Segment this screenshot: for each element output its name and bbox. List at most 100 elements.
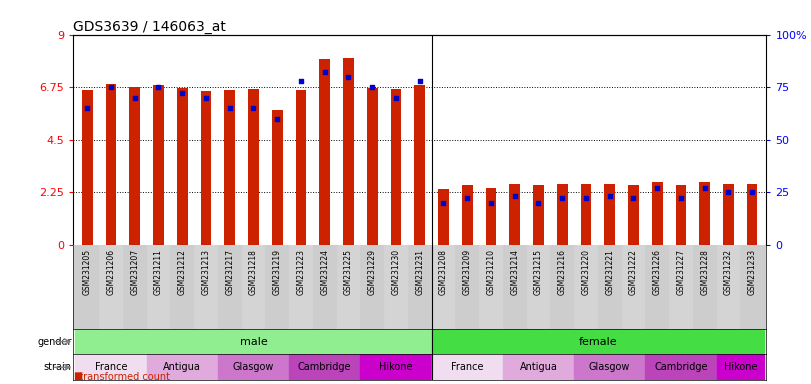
Bar <box>628 185 639 245</box>
Bar <box>170 245 194 329</box>
Text: transformed count: transformed count <box>73 372 170 382</box>
Text: GSM231209: GSM231209 <box>463 249 472 295</box>
Bar <box>676 185 686 245</box>
Text: GSM231212: GSM231212 <box>178 249 187 295</box>
Bar <box>747 184 757 245</box>
Bar <box>455 245 479 329</box>
Bar <box>669 245 693 329</box>
Text: GSM231226: GSM231226 <box>653 249 662 295</box>
Point <box>389 94 402 101</box>
Point <box>271 116 284 122</box>
Bar <box>313 245 337 329</box>
Point <box>342 73 355 79</box>
Point <box>603 193 616 199</box>
Bar <box>408 245 431 329</box>
Text: male: male <box>239 337 268 347</box>
Bar <box>526 245 551 329</box>
Bar <box>486 188 496 245</box>
Bar <box>296 90 307 245</box>
Text: Cambridge: Cambridge <box>298 362 351 372</box>
Bar <box>557 184 568 245</box>
Bar <box>218 354 289 380</box>
Text: Antigua: Antigua <box>163 362 201 372</box>
Bar <box>147 354 218 380</box>
Point <box>722 189 735 195</box>
Bar <box>384 245 408 329</box>
Text: GSM231210: GSM231210 <box>487 249 496 295</box>
Bar <box>248 89 259 245</box>
Text: GSM231221: GSM231221 <box>605 249 614 295</box>
Bar <box>604 184 615 245</box>
Bar <box>509 184 520 245</box>
Text: GSM231214: GSM231214 <box>510 249 519 295</box>
Bar <box>581 184 591 245</box>
Bar <box>574 245 598 329</box>
Bar <box>431 245 455 329</box>
Bar <box>723 184 734 245</box>
Point <box>200 94 212 101</box>
Point <box>556 195 569 202</box>
Point <box>508 193 521 199</box>
Point <box>579 195 592 202</box>
Text: Hikone: Hikone <box>380 362 413 372</box>
Bar <box>533 185 543 245</box>
Bar <box>367 88 378 245</box>
Point <box>152 84 165 90</box>
Bar <box>75 354 147 380</box>
Bar <box>360 354 431 380</box>
Text: GSM231215: GSM231215 <box>534 249 543 295</box>
Bar <box>652 182 663 245</box>
Text: GSM231205: GSM231205 <box>83 249 92 295</box>
Point <box>413 78 427 84</box>
Point <box>318 70 331 76</box>
Text: Glasgow: Glasgow <box>233 362 274 372</box>
Text: GSM231223: GSM231223 <box>297 249 306 295</box>
Bar <box>218 245 242 329</box>
Bar <box>122 245 147 329</box>
Text: GSM231227: GSM231227 <box>676 249 685 295</box>
Bar <box>225 90 235 245</box>
Text: GSM231218: GSM231218 <box>249 249 258 295</box>
Text: GSM231220: GSM231220 <box>581 249 590 295</box>
Point <box>675 195 688 202</box>
Bar <box>289 354 360 380</box>
Text: Hikone: Hikone <box>723 362 757 372</box>
Bar <box>360 245 384 329</box>
Bar <box>105 84 116 245</box>
Bar <box>503 245 526 329</box>
Bar <box>147 245 170 329</box>
Bar <box>621 245 646 329</box>
Text: Cambridge: Cambridge <box>654 362 708 372</box>
Text: GSM231211: GSM231211 <box>154 249 163 295</box>
Bar <box>130 87 140 245</box>
Point <box>294 78 307 84</box>
Text: GSM231208: GSM231208 <box>439 249 448 295</box>
Bar <box>598 245 621 329</box>
Point <box>745 189 758 195</box>
Bar <box>699 182 710 245</box>
Point <box>247 105 260 111</box>
Bar <box>194 245 218 329</box>
Bar <box>717 245 740 329</box>
Bar <box>693 245 717 329</box>
Text: GSM231213: GSM231213 <box>201 249 211 295</box>
Text: GSM231229: GSM231229 <box>367 249 376 295</box>
Point <box>105 84 118 90</box>
Bar <box>717 354 764 380</box>
Text: France: France <box>95 362 127 372</box>
Text: GSM231224: GSM231224 <box>320 249 329 295</box>
Text: Antigua: Antigua <box>520 362 557 372</box>
Text: GSM231228: GSM231228 <box>700 249 709 295</box>
Text: GSM231232: GSM231232 <box>724 249 733 295</box>
Text: GSM231219: GSM231219 <box>272 249 281 295</box>
Point <box>437 200 450 206</box>
Bar <box>479 245 503 329</box>
Text: gender: gender <box>37 337 72 347</box>
Bar <box>75 329 431 354</box>
Text: GSM231225: GSM231225 <box>344 249 353 295</box>
Bar <box>153 85 164 245</box>
Bar <box>503 354 574 380</box>
Text: ■: ■ <box>73 371 82 381</box>
Bar <box>438 189 448 245</box>
Bar <box>431 329 764 354</box>
